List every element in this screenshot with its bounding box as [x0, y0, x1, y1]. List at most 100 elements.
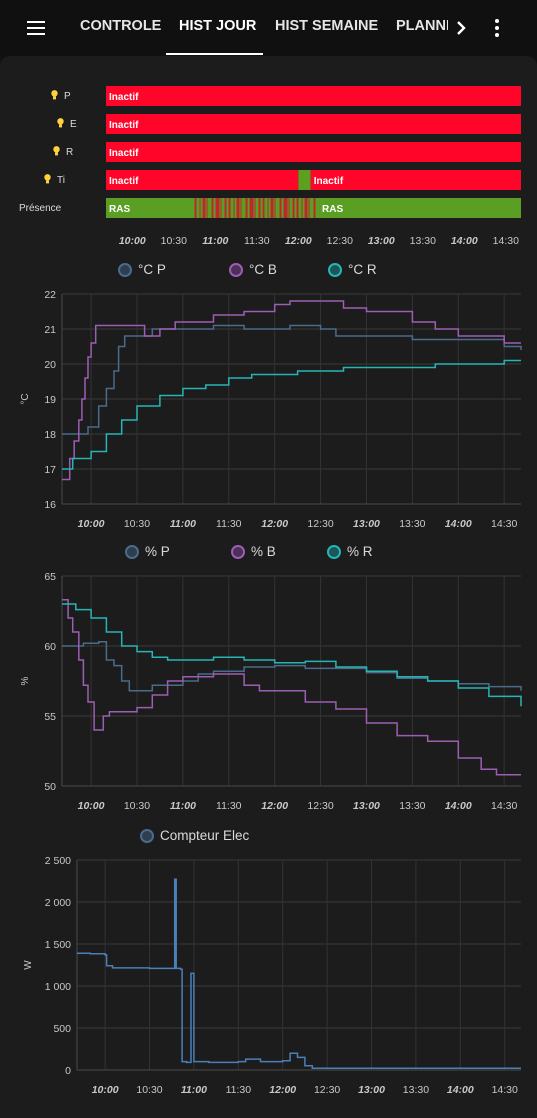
- timeline-segment[interactable]: [106, 142, 521, 162]
- y-tick-label: 17: [44, 464, 56, 476]
- x-tick-label: 10:00: [92, 1084, 119, 1096]
- hamburger-menu-icon[interactable]: [22, 14, 50, 42]
- y-tick-label: 50: [44, 781, 56, 793]
- series-line[interactable]: [77, 878, 521, 1070]
- detection-stripe: [288, 198, 290, 218]
- timeline-segment-label: Inactif: [314, 176, 344, 187]
- timeline-segment-label: Inactif: [109, 176, 139, 187]
- x-tick-label: 10:30: [124, 800, 150, 812]
- detection-stripe: [262, 198, 265, 218]
- tab-planning[interactable]: PLANNING: [396, 18, 448, 34]
- x-tick-label: 14:00: [445, 518, 472, 530]
- legend-hum-3[interactable]: % R: [327, 544, 373, 562]
- series-line[interactable]: [62, 599, 521, 776]
- legend-temp-3[interactable]: °C R: [328, 262, 377, 280]
- legend-dot: [118, 263, 132, 277]
- timeline-segment[interactable]: [106, 114, 521, 134]
- tab-hist-semaine[interactable]: HIST SEMAINE: [275, 18, 379, 34]
- timeline-segment-label: RAS: [322, 204, 343, 215]
- y-tick-label: 500: [53, 1023, 71, 1035]
- timeline-tick-label: 12:30: [327, 235, 353, 247]
- detection-stripe: [304, 198, 308, 218]
- x-tick-label: 10:00: [78, 800, 105, 812]
- timeline-segment[interactable]: [106, 86, 521, 106]
- series-line[interactable]: [62, 300, 521, 481]
- tab-planning-clip: PLANNING: [396, 0, 448, 56]
- tab-hist-jour[interactable]: HIST JOUR: [179, 18, 257, 34]
- lightbulb-icon: [53, 146, 60, 156]
- state-timeline: Inactif Inactif Inactif Inactif Inactif RAS RA…: [106, 86, 521, 247]
- legend-temp-1[interactable]: °C P: [118, 262, 166, 280]
- detection-stripe: [296, 198, 299, 218]
- y-tick-label: 2 000: [45, 897, 71, 909]
- timeline-tick-label: 11:30: [244, 235, 270, 247]
- timeline-segment[interactable]: [106, 198, 195, 218]
- detection-stripe: [199, 198, 201, 218]
- detection-stripe: [194, 198, 197, 218]
- x-tick-label: 11:30: [216, 800, 242, 812]
- timeline-segment[interactable]: [106, 170, 299, 190]
- legend-hum-1[interactable]: % P: [125, 544, 170, 562]
- x-tick-label: 13:00: [358, 1084, 385, 1096]
- y-axis-label: %: [20, 676, 31, 685]
- detection-stripe: [215, 198, 220, 218]
- x-tick-label: 14:30: [491, 800, 517, 812]
- timeline-segment-label: Inactif: [109, 148, 139, 159]
- y-tick-label: 1 500: [45, 939, 71, 951]
- detection-stripe: [202, 198, 206, 218]
- timeline-row-label: P: [51, 90, 71, 102]
- detection-stripe: [236, 198, 240, 218]
- series-line[interactable]: [62, 324, 522, 435]
- x-tick-label: 12:30: [307, 518, 333, 530]
- y-tick-label: 1 000: [45, 981, 71, 993]
- detection-stripe: [274, 198, 276, 218]
- x-tick-label: 10:00: [78, 518, 105, 530]
- legend-power[interactable]: Compteur Elec: [140, 828, 249, 846]
- x-tick-label: 11:00: [170, 800, 196, 812]
- timeline-tick-label: 14:00: [451, 235, 478, 247]
- legend-dot: [140, 829, 154, 843]
- series-line[interactable]: [62, 359, 521, 470]
- detection-stripe: [206, 198, 208, 218]
- top-app-bar: CONTROLE HIST JOUR HIST SEMAINE PLANNING: [0, 0, 537, 56]
- lightbulb-icon: [44, 174, 51, 184]
- legend-hum-2[interactable]: % B: [231, 544, 276, 562]
- tab-controle[interactable]: CONTROLE: [80, 18, 162, 34]
- timeline-row-label-presence: Présence: [19, 203, 62, 214]
- legend-dot: [327, 545, 341, 559]
- detection-stripe: [211, 198, 214, 218]
- y-tick-label: 21: [44, 324, 56, 336]
- timeline-tick-label: 12:00: [285, 235, 312, 247]
- timeline-segment[interactable]: [298, 170, 311, 190]
- legend-dot: [229, 263, 243, 277]
- x-tick-label: 11:30: [226, 1084, 252, 1096]
- history-card: [0, 56, 537, 1118]
- timeline-segment[interactable]: [319, 198, 521, 218]
- series-line[interactable]: [62, 641, 522, 692]
- y-tick-label: 19: [44, 394, 56, 406]
- detection-stripe: [220, 198, 222, 218]
- detection-stripe: [254, 198, 256, 218]
- more-vert-icon[interactable]: [486, 15, 508, 41]
- timeline-segment[interactable]: [310, 170, 521, 190]
- detection-stripe: [245, 198, 248, 218]
- timeline-row-label: Ti: [44, 174, 65, 186]
- x-tick-label: 14:30: [491, 518, 517, 530]
- x-tick-label: 10:30: [136, 1084, 162, 1096]
- timeline-segment-label: Inactif: [109, 92, 139, 103]
- detection-stripe: [258, 198, 261, 218]
- legend-temp-2[interactable]: °C B: [229, 262, 277, 280]
- detection-stripe: [279, 198, 282, 218]
- active-tab-indicator: [166, 53, 263, 55]
- detection-stripe: [267, 198, 269, 218]
- series-line[interactable]: [62, 603, 522, 707]
- y-tick-label: 20: [44, 359, 56, 371]
- temperature-chart: 16 17 18 19 20 21 22 10:00 10:30 11:00 11:30 12:00 1…: [20, 289, 522, 530]
- detection-stripe: [228, 198, 231, 218]
- x-tick-label: 13:00: [353, 800, 380, 812]
- y-tick-label: 2 500: [45, 855, 71, 867]
- x-tick-label: 11:00: [170, 518, 196, 530]
- chevron-right-icon[interactable]: [452, 17, 472, 39]
- x-tick-label: 12:30: [307, 800, 333, 812]
- x-tick-label: 14:30: [492, 1084, 518, 1096]
